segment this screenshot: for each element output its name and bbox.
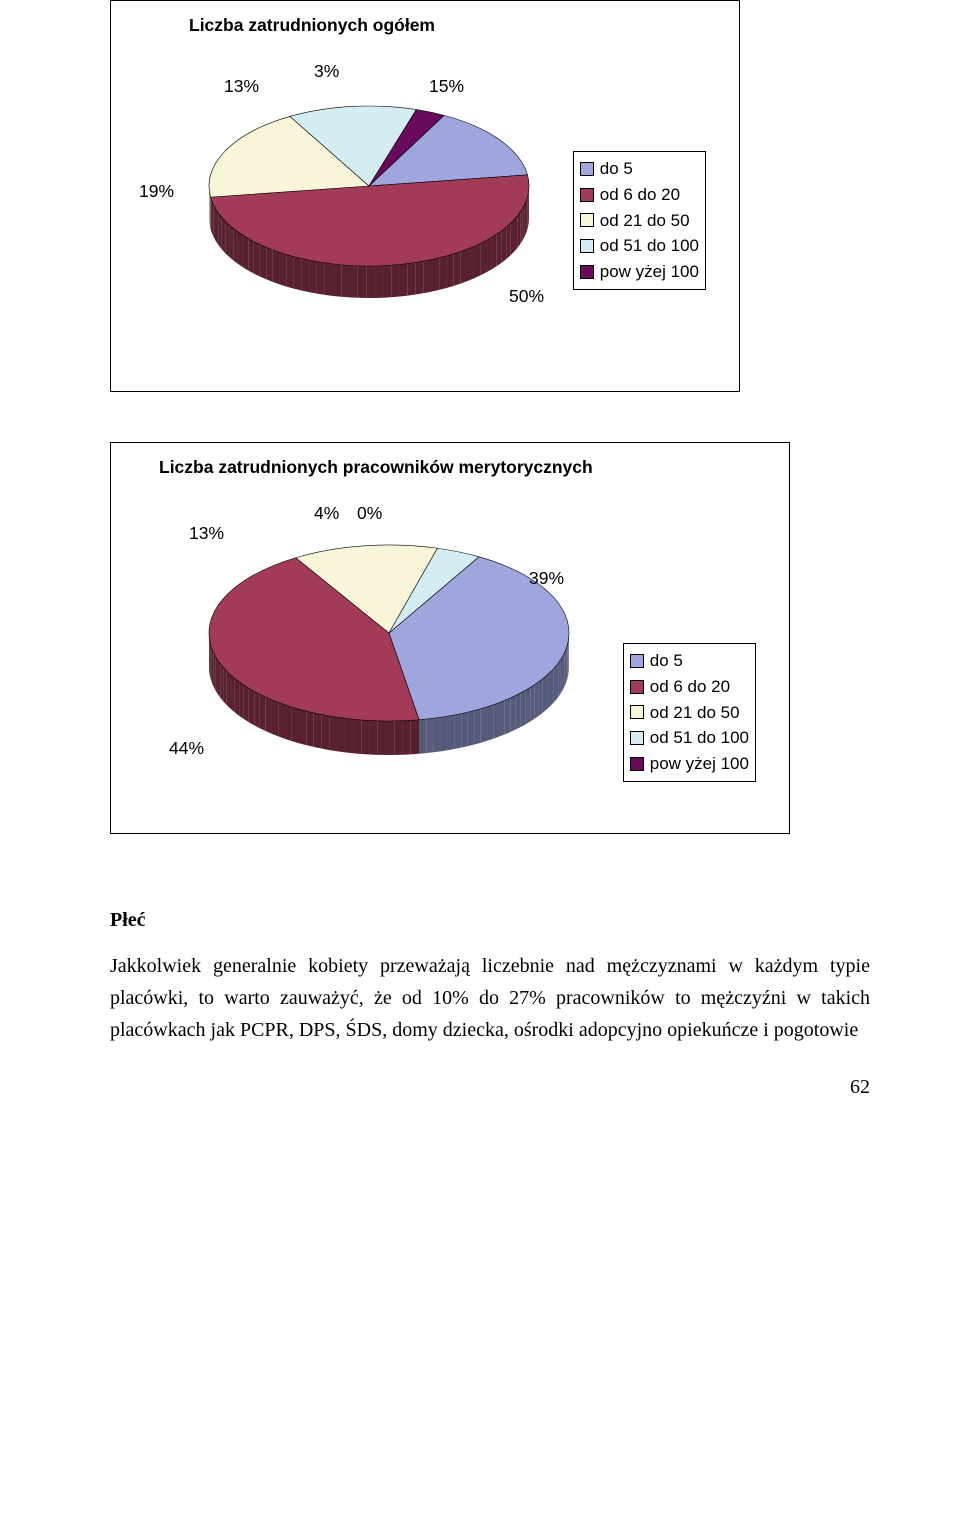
legend-swatch-icon	[580, 265, 594, 279]
legend-item: od 51 do 100	[630, 725, 749, 751]
legend-swatch-icon	[580, 239, 594, 253]
legend-item: do 5	[630, 648, 749, 674]
chart-1-label-19: 19%	[139, 181, 174, 202]
chart-2-label-39: 39%	[529, 568, 564, 589]
chart-1-label-13: 13%	[224, 76, 259, 97]
legend-swatch-icon	[580, 213, 594, 227]
legend-label: do 5	[600, 157, 633, 181]
chart-2-label-13: 13%	[189, 523, 224, 544]
legend-item: od 21 do 50	[630, 700, 749, 726]
legend-label: pow yżej 100	[650, 752, 749, 776]
chart-2-title: Liczba zatrudnionych pracowników merytor…	[129, 457, 771, 478]
page-number: 62	[110, 1076, 870, 1099]
chart-2-legend: do 5 od 6 do 20 od 21 do 50 od 51 do 100…	[623, 643, 756, 782]
chart-1-label-15: 15%	[429, 76, 464, 97]
body-text: Płeć Jakkolwiek generalnie kobiety przew…	[110, 904, 870, 1046]
chart-2-label-44: 44%	[169, 738, 204, 759]
legend-swatch-icon	[630, 654, 644, 668]
chart-2-pie-area: 13% 4% 0% 39% 44% do 5 od 6 do 20 od 21 …	[129, 503, 771, 803]
legend-item: pow yżej 100	[630, 751, 749, 777]
legend-label: od 51 do 100	[600, 234, 699, 258]
chart-2-label-0: 0%	[357, 503, 382, 524]
legend-label: pow yżej 100	[600, 260, 699, 284]
legend-swatch-icon	[630, 757, 644, 771]
chart-1-box: Liczba zatrudnionych ogółem 13% 3% 15% 1…	[110, 0, 740, 392]
legend-swatch-icon	[630, 705, 644, 719]
legend-item: do 5	[580, 156, 699, 182]
chart-1-pie	[189, 91, 549, 326]
chart-2-box: Liczba zatrudnionych pracowników merytor…	[110, 442, 790, 834]
legend-swatch-icon	[630, 680, 644, 694]
chart-1-title: Liczba zatrudnionych ogółem	[129, 15, 721, 36]
chart-2-label-4: 4%	[314, 503, 339, 524]
legend-label: od 6 do 20	[650, 675, 730, 699]
legend-label: od 21 do 50	[650, 701, 740, 725]
legend-item: od 21 do 50	[580, 208, 699, 234]
legend-item: od 6 do 20	[630, 674, 749, 700]
paragraph: Jakkolwiek generalnie kobiety przeważają…	[110, 950, 870, 1046]
section-heading: Płeć	[110, 904, 870, 936]
chart-1-label-3: 3%	[314, 61, 339, 82]
legend-label: od 6 do 20	[600, 183, 680, 207]
legend-swatch-icon	[630, 731, 644, 745]
legend-item: pow yżej 100	[580, 259, 699, 285]
chart-1-pie-area: 13% 3% 15% 19% 50% do 5 od 6 do 20 od 21…	[129, 61, 721, 361]
chart-1-legend: do 5 od 6 do 20 od 21 do 50 od 51 do 100…	[573, 151, 706, 290]
legend-item: od 51 do 100	[580, 233, 699, 259]
chart-1-label-50: 50%	[509, 286, 544, 307]
legend-swatch-icon	[580, 162, 594, 176]
legend-label: od 21 do 50	[600, 209, 690, 233]
legend-label: do 5	[650, 649, 683, 673]
legend-swatch-icon	[580, 188, 594, 202]
legend-label: od 51 do 100	[650, 726, 749, 750]
legend-item: od 6 do 20	[580, 182, 699, 208]
